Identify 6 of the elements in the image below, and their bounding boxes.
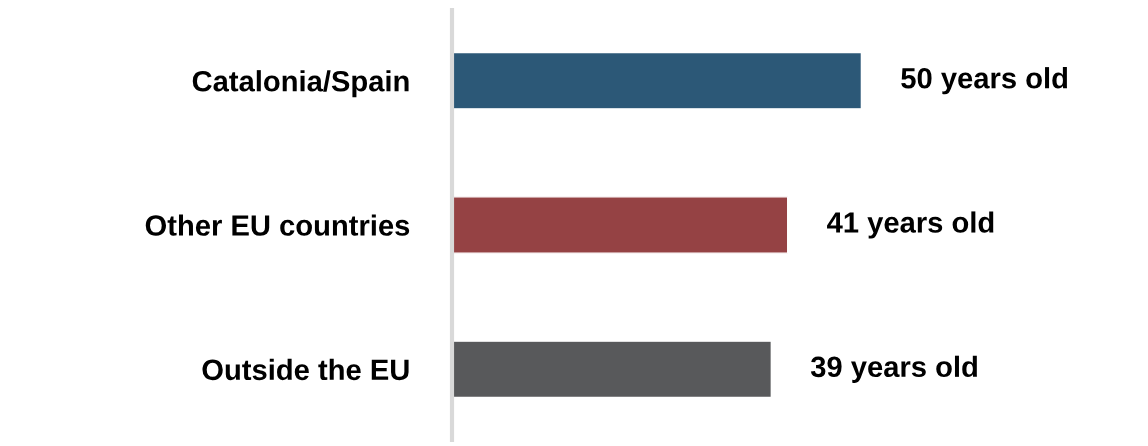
y-tick-label: Other EU countries (145, 214, 410, 236)
y-tick-label: Outside the EU (202, 358, 409, 381)
data-label: 39 years old (810, 355, 977, 383)
data-label: 50 years old (901, 67, 1067, 95)
y-tick-label: Catalonia/Spain (192, 70, 409, 98)
data-label: 41 years old (827, 211, 994, 239)
